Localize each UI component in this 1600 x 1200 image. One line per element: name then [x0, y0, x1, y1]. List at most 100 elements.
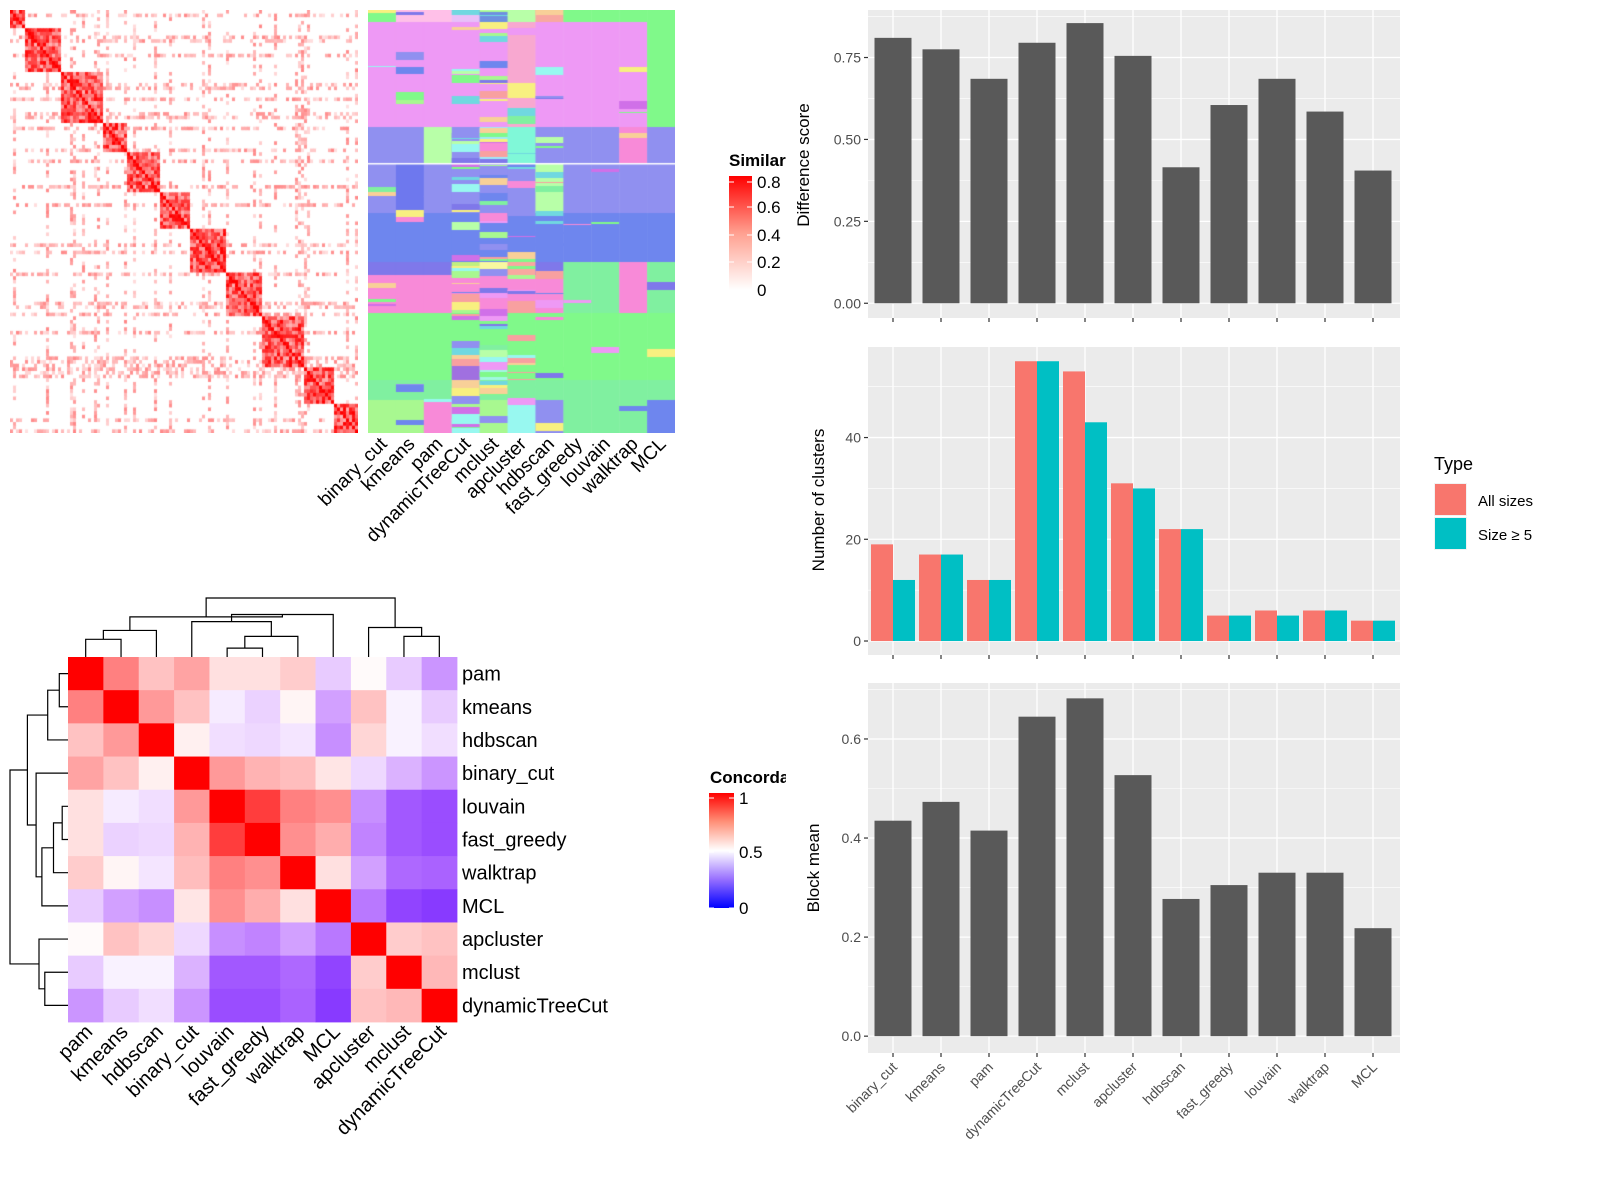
bar	[1354, 928, 1392, 1037]
concordance-cell	[174, 955, 210, 990]
concordance-cell	[315, 690, 352, 724]
concordance-cell	[350, 690, 387, 724]
dendrogram-branch	[38, 938, 68, 990]
dendrogram-branch	[244, 635, 299, 657]
concordance-cell	[315, 955, 352, 990]
concordance-cell	[103, 856, 140, 890]
difference-score-chart: 0.00 0.25 0.50 0.75	[834, 10, 1400, 322]
dendrogram-branch	[367, 626, 423, 657]
concordance-cell	[68, 988, 104, 1023]
concordance-cell	[174, 789, 210, 824]
bar-all-sizes	[1207, 615, 1229, 642]
concordance-cell	[68, 756, 104, 791]
concordance-cell	[350, 889, 387, 923]
concordance-cell	[280, 723, 316, 757]
left-panel: binary_cut kmeans pam dynamicTreeCut mclust a…	[0, 0, 786, 1200]
concordance-cell	[280, 988, 316, 1023]
concordance-cell	[138, 889, 175, 923]
concordance-cell	[138, 657, 175, 691]
concordance-cell	[244, 822, 281, 857]
bar-all-sizes	[1351, 620, 1373, 642]
similarity-heatmap	[10, 10, 358, 433]
bar	[1114, 775, 1152, 1037]
number-of-clusters-chart: 0 20 40	[845, 347, 1400, 659]
dendrogram-branch	[52, 822, 68, 874]
concordance-cell	[315, 756, 352, 791]
row-dendrogram	[9, 672, 68, 1007]
concordance-cell	[68, 789, 104, 824]
legend-label-all-sizes: All sizes	[1478, 493, 1533, 510]
bar	[1306, 872, 1344, 1037]
concordance-cell	[315, 657, 352, 691]
concordance-cell	[138, 756, 175, 791]
concordance-cell	[244, 988, 281, 1023]
y-tick-label: 0.50	[834, 131, 861, 147]
concordance-cell	[103, 822, 140, 857]
concordance-cell	[421, 690, 458, 724]
concordance-cell	[138, 955, 175, 990]
x-tick-label: louvain	[1241, 1059, 1284, 1102]
concordance-cell	[174, 922, 210, 957]
concordance-cell	[315, 922, 352, 957]
concordance-cell	[421, 955, 458, 990]
bar-charts-svg: 0.00 0.25 0.50 0.75 0 20 40 0.0 0.2 0.4 0.6 binar…	[794, 10, 1533, 1142]
similarity-color-bar	[729, 176, 752, 290]
concordance-cell	[350, 756, 387, 791]
similarity-legend-tick: 0.4	[757, 226, 781, 245]
concordance-heatmap	[68, 657, 458, 1023]
concordance-legend-title: Concordance	[710, 768, 786, 787]
similarity-legend: Similarity 0.8 0.6 0.4 0.2 0	[729, 151, 786, 300]
dendrogram-branch	[85, 638, 122, 657]
concordance-row-label: hdbscan	[462, 730, 538, 752]
dendrogram-branch	[41, 847, 68, 907]
concordance-cell	[386, 657, 423, 691]
type-legend-title: Type	[1434, 454, 1473, 474]
concordance-legend-tick: 1	[739, 789, 748, 808]
dendrogram-branch	[403, 635, 440, 657]
concordance-cell	[386, 789, 423, 824]
concordance-cell	[350, 723, 387, 757]
y-tick-label: 20	[845, 531, 861, 547]
concordance-cell	[280, 922, 316, 957]
dendrogram-branch	[129, 614, 283, 631]
concordance-cell	[103, 955, 140, 990]
similarity-legend-tick: 0.2	[757, 253, 781, 272]
bar-all-sizes	[871, 544, 893, 642]
bar	[1018, 716, 1056, 1037]
y-tick-label: 0.75	[834, 50, 861, 66]
concordance-cell	[244, 789, 281, 824]
concordance-legend-tick: 0	[739, 899, 748, 918]
concordance-cell	[386, 723, 423, 757]
concordance-cell	[421, 922, 458, 957]
concordance-cell	[103, 889, 140, 923]
concordance-cell	[421, 657, 458, 691]
difference-score-axis-title: Difference score	[794, 103, 813, 226]
x-tick-label: kmeans	[902, 1059, 948, 1105]
bar	[1210, 105, 1248, 304]
bar-size-5	[941, 554, 963, 642]
concordance-cell	[315, 856, 352, 890]
x-tick-label: MCL	[1348, 1059, 1380, 1091]
concordance-cell	[138, 988, 175, 1023]
bar-size-5	[1277, 615, 1299, 642]
dendrogram-branch	[26, 714, 48, 826]
bar	[874, 37, 912, 304]
concordance-cell	[244, 889, 281, 923]
concordance-cell	[421, 822, 458, 857]
column-dendrogram	[85, 597, 440, 657]
concordance-cell	[386, 955, 423, 990]
concordance-cell	[103, 723, 140, 757]
bar-all-sizes	[1015, 361, 1037, 642]
bar	[1162, 898, 1200, 1037]
concordance-cell	[386, 756, 423, 791]
concordance-cell	[103, 657, 140, 691]
y-tick-label: 0	[853, 633, 861, 649]
concordance-cell	[280, 657, 316, 691]
concordance-cell	[138, 822, 175, 857]
bar	[970, 830, 1008, 1037]
bar	[1162, 167, 1200, 304]
bar	[1258, 872, 1296, 1037]
concordance-row-label: pam	[462, 664, 501, 686]
concordance-cell	[68, 856, 104, 890]
